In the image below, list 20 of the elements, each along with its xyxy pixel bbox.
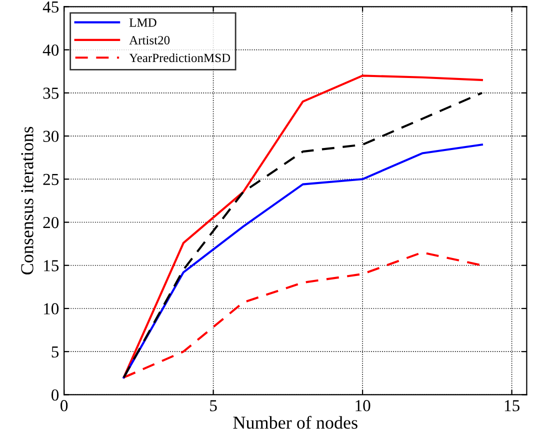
- y-tick-label: 0: [52, 389, 59, 401]
- y-tick-label: 15: [44, 260, 59, 272]
- y-axis-title: Consensus iterations: [21, 126, 34, 274]
- y-tick-label: 25: [43, 174, 59, 186]
- y-tick-label: 45: [42, 2, 59, 13]
- y-tick-label: 30: [43, 130, 59, 142]
- legend-label: Artist20: [129, 36, 170, 44]
- x-tick-label: 10: [356, 400, 370, 412]
- y-tick-label: 20: [43, 216, 59, 228]
- y-tick-label: 10: [44, 303, 59, 314]
- y-tick-label: 35: [43, 88, 59, 99]
- legend-label: YearPredictionMSD: [129, 53, 230, 62]
- x-tick-label: 5: [210, 400, 217, 412]
- x-tick-label: 0: [60, 400, 68, 412]
- line-series: [122, 144, 483, 379]
- y-tick-label: 40: [42, 44, 59, 56]
- y-tick-label: 5: [52, 346, 59, 358]
- legend-label: LMD: [129, 18, 156, 27]
- x-axis-title: Number of nodes: [233, 416, 358, 429]
- x-tick-label: 15: [504, 400, 520, 412]
